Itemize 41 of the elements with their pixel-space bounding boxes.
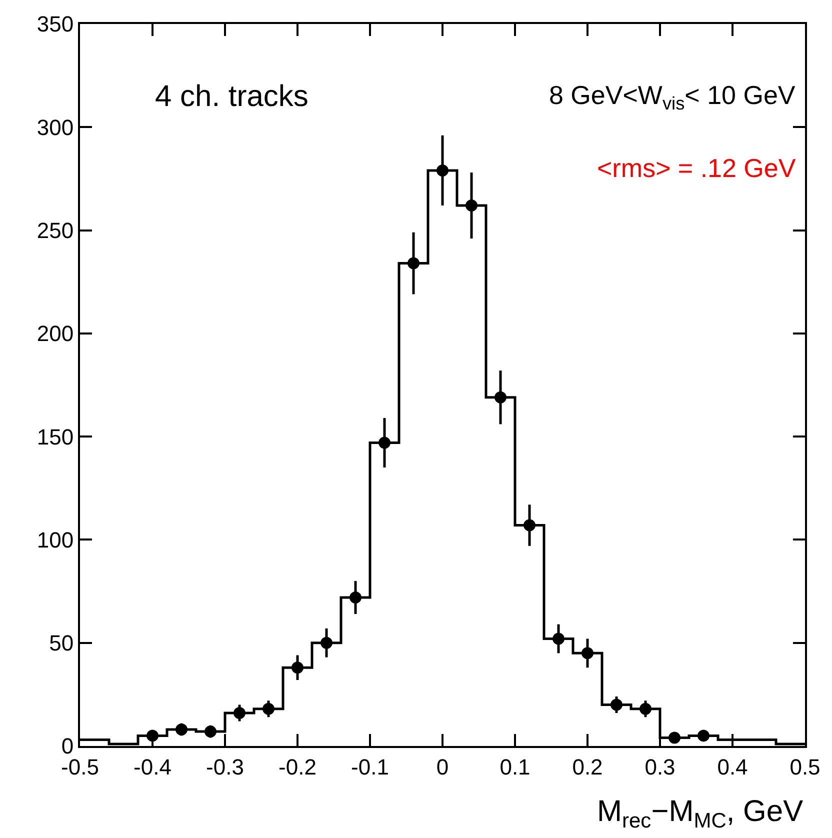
point <box>466 200 478 212</box>
point <box>146 730 158 742</box>
x-tick-label: 0.1 <box>500 754 530 780</box>
point <box>524 519 536 532</box>
x-tick-label: -0.3 <box>206 754 244 780</box>
y-tick-label: 250 <box>36 218 74 243</box>
point <box>436 164 448 176</box>
x-tick-label: -0.1 <box>351 754 389 780</box>
x-tick-label: 0.4 <box>717 754 748 780</box>
annotation: 4 ch. tracks <box>155 80 308 113</box>
x-tick-label: -0.4 <box>134 754 172 780</box>
point <box>234 706 246 719</box>
point <box>552 632 564 645</box>
point <box>378 436 390 449</box>
y-tick-label: 300 <box>36 114 74 140</box>
x-tick-label: -0.2 <box>278 754 316 780</box>
x-tick-label: 0.5 <box>790 754 820 780</box>
x-tick-label: 0 <box>436 754 449 780</box>
y-tick-label: 350 <box>36 12 74 37</box>
point <box>494 391 506 404</box>
point <box>698 730 710 742</box>
point <box>320 636 332 649</box>
point <box>292 662 304 674</box>
point <box>640 702 652 715</box>
annotation: 8 GeV<W$_{vis}$< 10 GeV <box>549 80 796 114</box>
point <box>610 698 622 711</box>
annotation: <rms> = .12 GeV <box>597 153 796 183</box>
point <box>582 647 594 660</box>
y-tick-label: 150 <box>36 424 74 450</box>
y-tick-label: 100 <box>36 527 74 552</box>
point <box>262 702 274 715</box>
point <box>408 257 420 270</box>
x-axis-title: M$_{rec}$−M$_{MC}$, GeV <box>597 795 804 832</box>
x-tick-label: 0.3 <box>644 754 676 780</box>
y-tick-label: 50 <box>49 630 74 656</box>
x-tick-label: 0.2 <box>572 754 603 780</box>
point <box>176 724 188 736</box>
point <box>350 591 362 604</box>
point <box>668 732 680 744</box>
y-tick-label: 200 <box>36 321 74 346</box>
point <box>204 726 216 738</box>
